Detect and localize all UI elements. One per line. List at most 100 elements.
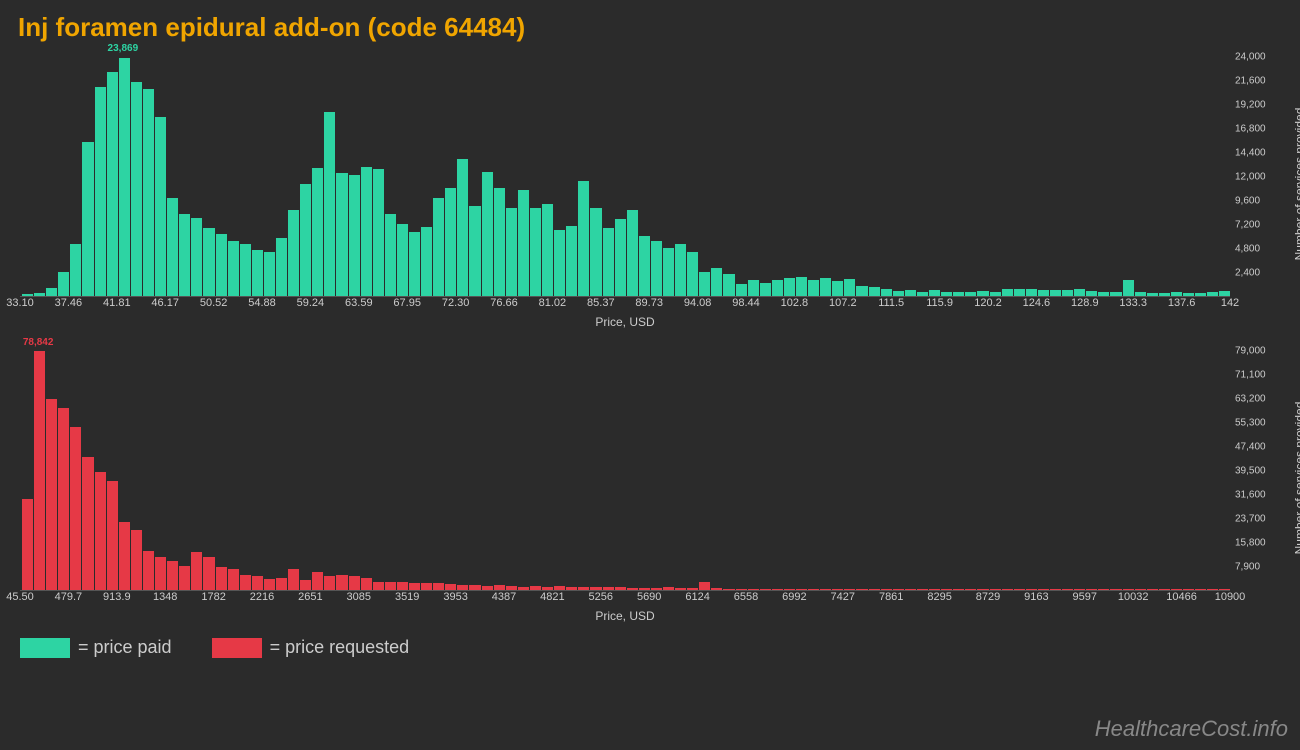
histogram-bar — [1062, 290, 1073, 296]
histogram-bar — [1026, 589, 1037, 590]
swatch-paid — [20, 638, 70, 658]
histogram-bar — [1171, 589, 1182, 590]
y-tick: 23,700 — [1235, 514, 1266, 525]
x-tick: 111.5 — [878, 297, 904, 309]
histogram-bar — [361, 578, 372, 590]
histogram-bar — [34, 351, 45, 590]
histogram-bar — [941, 292, 952, 296]
histogram-bar — [1098, 292, 1109, 296]
histogram-bar — [711, 588, 722, 590]
histogram-bar — [300, 184, 311, 296]
histogram-bar — [361, 167, 372, 296]
x-tick: 41.81 — [103, 297, 131, 309]
histogram-bar — [748, 589, 759, 591]
histogram-bar — [276, 578, 287, 590]
histogram-bar — [421, 583, 432, 590]
x-tick: 913.9 — [103, 591, 131, 603]
x-tick: 54.88 — [248, 297, 276, 309]
y-tick: 2,400 — [1235, 268, 1260, 279]
swatch-requested — [212, 638, 262, 658]
histogram-bar — [179, 214, 190, 296]
histogram-bar — [445, 584, 456, 590]
histogram-bar — [699, 272, 710, 296]
histogram-bar — [34, 293, 45, 296]
x-tick: 3953 — [443, 591, 467, 603]
histogram-bar — [820, 278, 831, 296]
histogram-bar — [615, 219, 626, 296]
x-tick: 10466 — [1166, 591, 1197, 603]
histogram-bar — [312, 168, 323, 296]
x-tick: 33.10 — [6, 297, 34, 309]
histogram-bar — [639, 588, 650, 590]
histogram-bar — [70, 244, 81, 296]
histogram-bar — [1159, 293, 1170, 296]
x-tick: 72.30 — [442, 297, 470, 309]
histogram-bar — [119, 522, 130, 590]
bars-bottom — [20, 351, 1230, 591]
histogram-bar — [627, 588, 638, 590]
x-tick: 8295 — [927, 591, 951, 603]
histogram-bar — [22, 499, 33, 590]
histogram-bar — [349, 576, 360, 590]
histogram-bar — [675, 588, 686, 590]
histogram-bar — [1074, 289, 1085, 296]
histogram-bar — [530, 586, 541, 590]
y-axis-label-top: Number of services provided — [1293, 108, 1300, 261]
x-tick: 4821 — [540, 591, 564, 603]
bars-top — [20, 57, 1230, 297]
histogram-bar — [784, 278, 795, 296]
histogram-bar — [1159, 589, 1170, 590]
histogram-bar — [167, 561, 178, 590]
histogram-bar — [155, 557, 166, 590]
histogram-bar — [1110, 589, 1121, 590]
x-tick: 5256 — [589, 591, 613, 603]
x-tick: 3085 — [347, 591, 371, 603]
x-tick: 137.6 — [1168, 297, 1196, 309]
histogram-bar — [663, 587, 674, 590]
histogram-bar — [46, 399, 57, 590]
histogram-bar — [977, 589, 988, 590]
histogram-bar — [349, 175, 360, 296]
histogram-bar — [784, 589, 795, 590]
histogram-bar — [70, 427, 81, 590]
histogram-bar — [1086, 589, 1097, 590]
histogram-bar — [1195, 293, 1206, 296]
x-tick: 133.3 — [1119, 297, 1147, 309]
histogram-bar — [216, 567, 227, 590]
histogram-bar — [324, 576, 335, 590]
histogram-bar — [252, 250, 263, 296]
histogram-bar — [1219, 291, 1230, 296]
x-ticks-top: 33.1037.4641.8146.1750.5254.8859.2463.59… — [20, 297, 1230, 313]
histogram-bar — [482, 172, 493, 296]
histogram-bar — [1147, 293, 1158, 296]
y-tick: 4,800 — [1235, 244, 1260, 255]
histogram-bar — [905, 290, 916, 296]
x-tick: 7427 — [831, 591, 855, 603]
histogram-bar — [856, 286, 867, 296]
histogram-bar — [203, 557, 214, 590]
histogram-bar — [905, 589, 916, 590]
histogram-bar — [772, 280, 783, 296]
histogram-bar — [856, 589, 867, 590]
x-tick: 94.08 — [684, 297, 712, 309]
histogram-bar — [687, 588, 698, 590]
histogram-bar — [869, 589, 880, 590]
histogram-bar — [482, 586, 493, 590]
histogram-bar — [1038, 290, 1049, 296]
histogram-bar — [203, 228, 214, 296]
histogram-bar — [1207, 292, 1218, 296]
legend-item-paid: = price paid — [20, 637, 172, 658]
peak-label-bottom: 78,842 — [23, 337, 54, 348]
histogram-bar — [844, 589, 855, 590]
y-tick: 14,400 — [1235, 148, 1266, 159]
histogram-bar — [796, 277, 807, 296]
x-tick: 120.2 — [974, 297, 1002, 309]
x-tick: 37.46 — [55, 297, 83, 309]
y-tick: 15,800 — [1235, 538, 1266, 549]
histogram-bar — [494, 585, 505, 590]
histogram-bar — [554, 586, 565, 590]
y-tick: 71,100 — [1235, 370, 1266, 381]
y-tick: 31,600 — [1235, 490, 1266, 501]
x-tick: 6124 — [685, 591, 709, 603]
histogram-bar — [312, 572, 323, 590]
